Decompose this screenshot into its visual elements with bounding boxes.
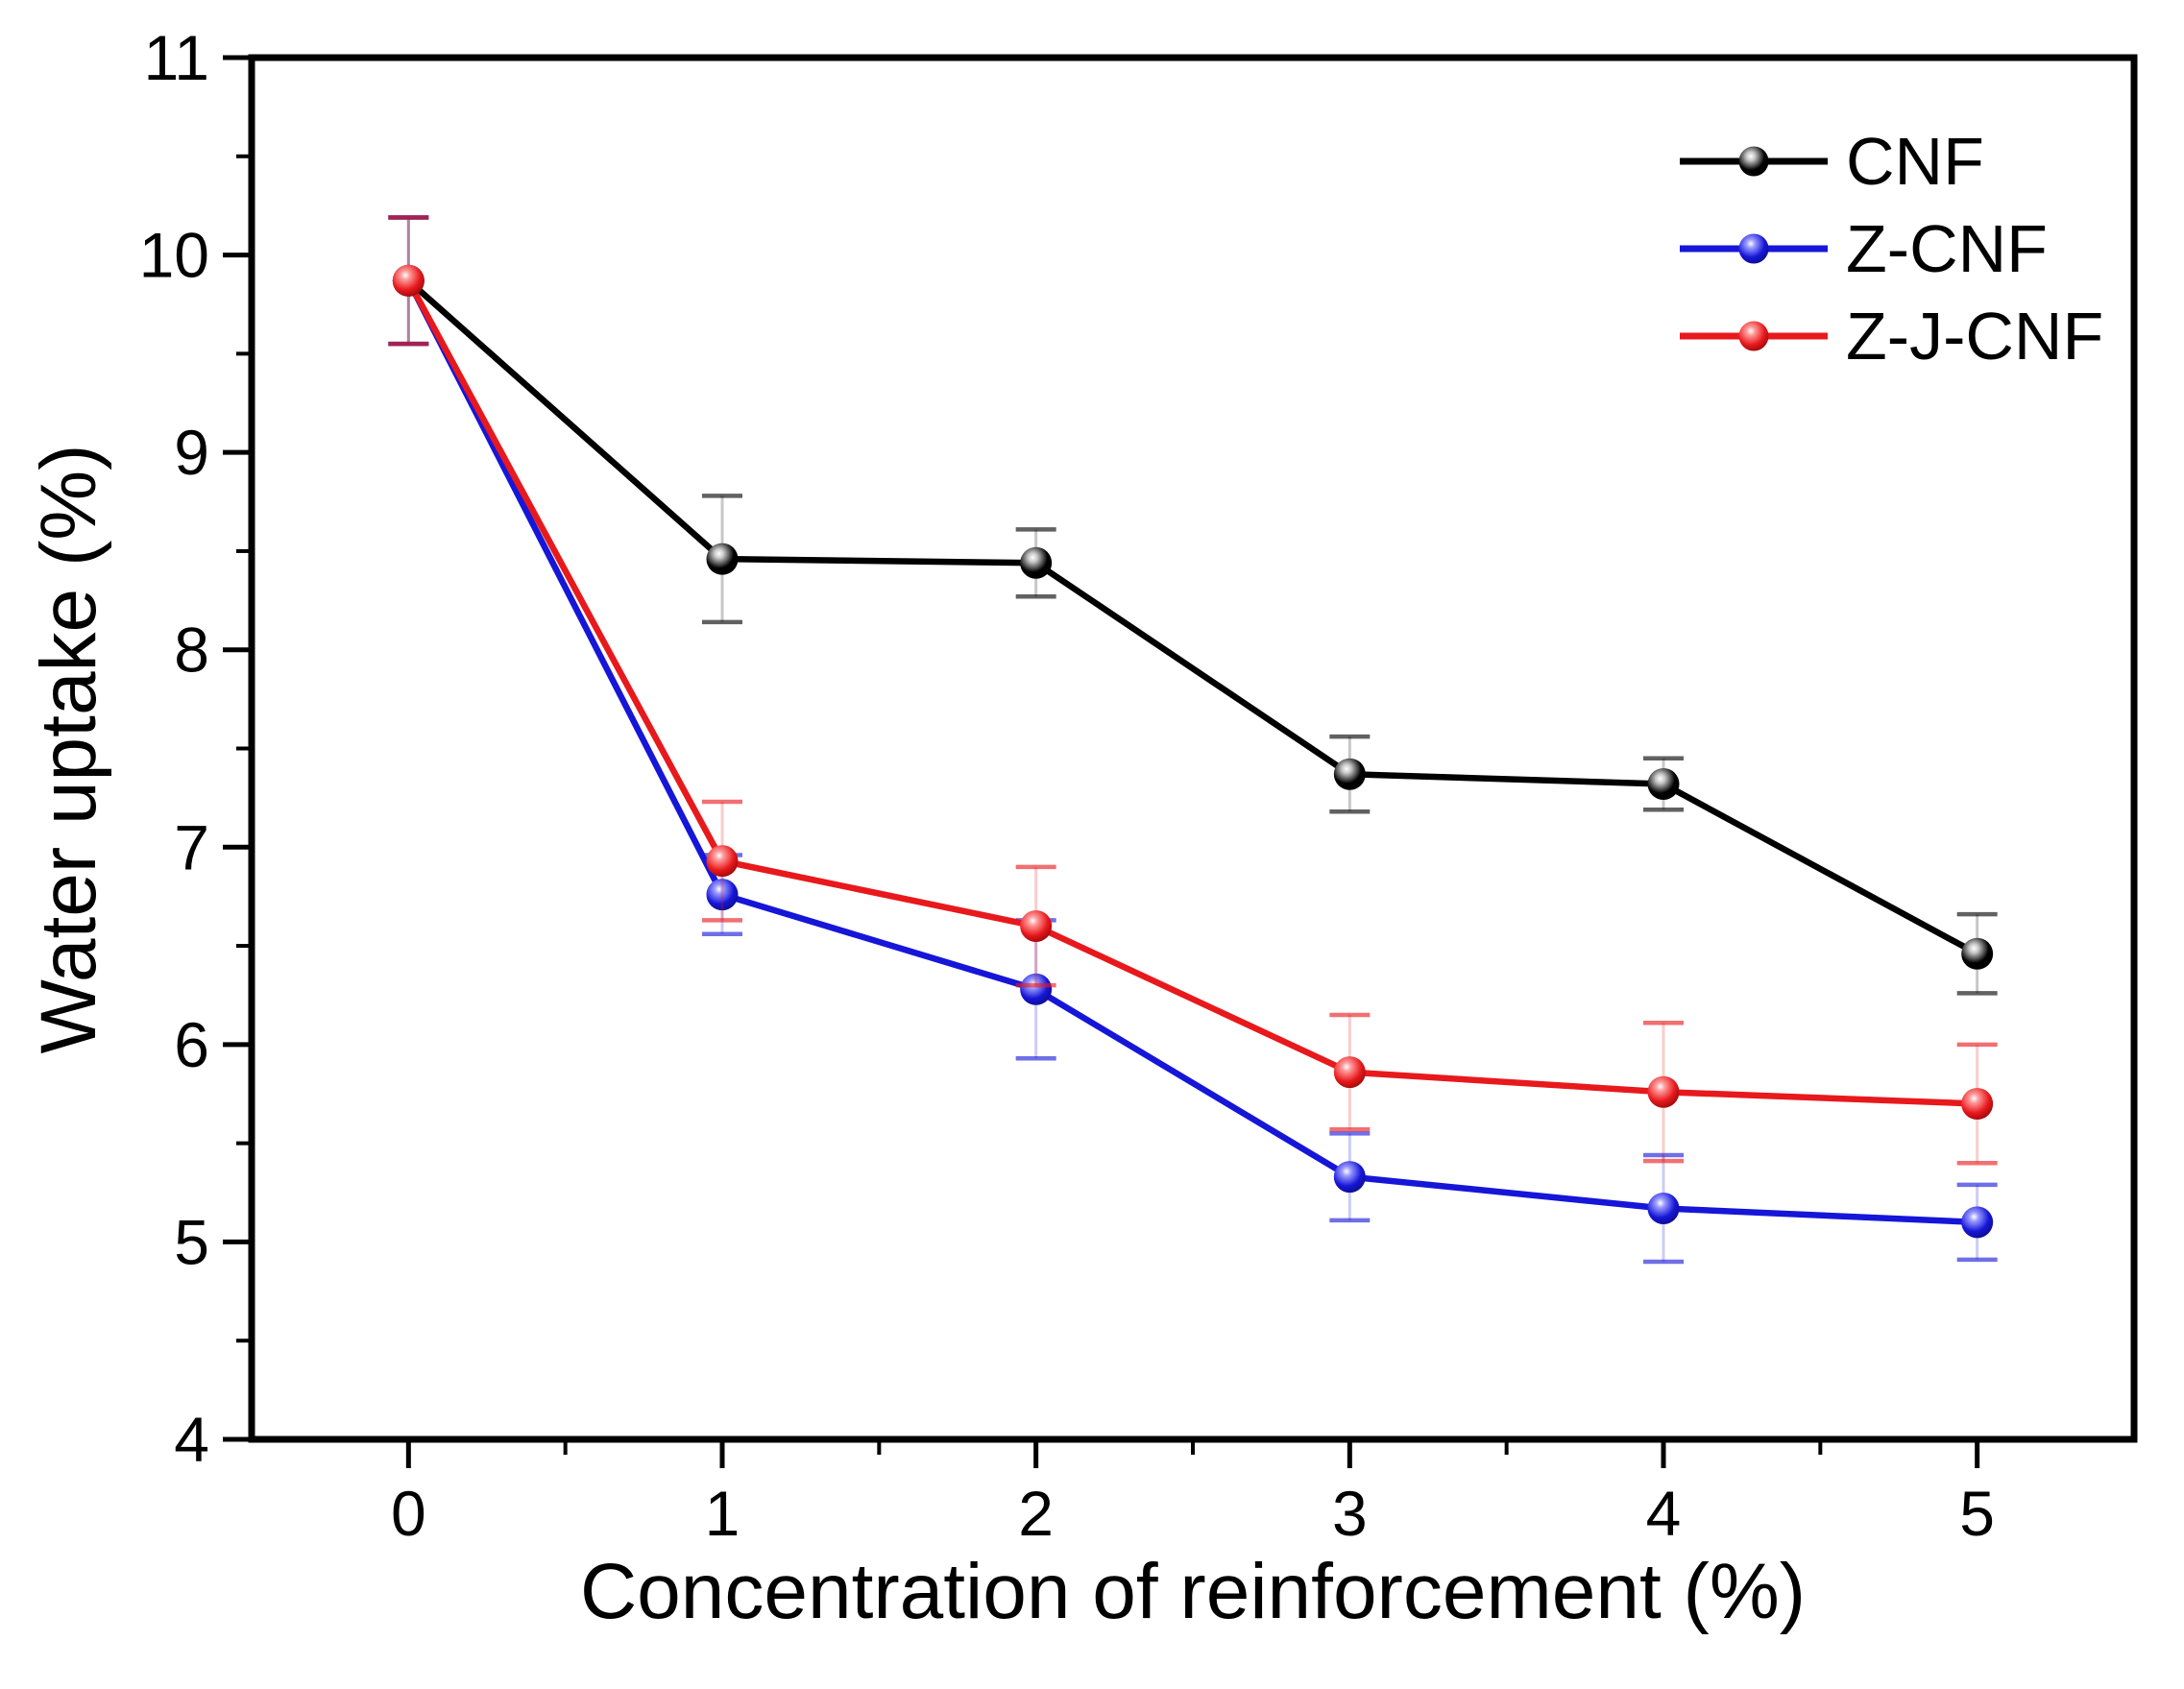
data-point-marker <box>1961 937 1994 970</box>
axis-ticks: 4 5 6 7 8 9 10 11 0 1 2 3 4 5 <box>139 22 1995 1549</box>
x-tick-label: 1 <box>705 1478 740 1549</box>
data-point-marker <box>392 264 425 297</box>
data-point-marker <box>1333 1161 1366 1194</box>
data-point-marker <box>1333 1056 1366 1089</box>
y-tick-label: 6 <box>174 1009 209 1080</box>
y-axis-title: Water uptake (%) <box>24 444 112 1054</box>
data-point-marker <box>1333 758 1366 790</box>
legend-label: Z-CNF <box>1846 211 2048 286</box>
legend: CNF Z-CNF Z-J-CNF <box>1680 124 2103 374</box>
y-tick-label: 9 <box>174 417 209 488</box>
series-CNF <box>388 215 1998 996</box>
x-tick-label: 5 <box>1959 1478 1995 1549</box>
x-tick-label: 4 <box>1646 1478 1682 1549</box>
data-point-marker <box>706 879 739 911</box>
legend-label: CNF <box>1846 124 1984 199</box>
data-point-marker <box>1961 1206 1994 1239</box>
y-tick-label: 11 <box>143 22 209 93</box>
x-axis-title: Concentration of reinforcement (%) <box>579 1548 1807 1635</box>
y-tick-label: 10 <box>139 220 209 291</box>
y-tick-label: 5 <box>174 1206 209 1277</box>
data-point-marker <box>1647 1075 1680 1108</box>
series-Z-CNF <box>388 215 1998 1265</box>
legend-marker-swatch <box>1738 233 1769 264</box>
data-point-marker <box>706 543 739 575</box>
legend-label: Z-J-CNF <box>1846 299 2103 374</box>
x-tick-label: 2 <box>1018 1478 1054 1549</box>
x-tick-label: 0 <box>391 1478 426 1549</box>
legend-marker-swatch <box>1738 321 1769 351</box>
data-point-marker <box>1020 910 1053 943</box>
series-Z-J-CNF <box>388 215 1998 1166</box>
data-point-marker <box>1020 546 1053 579</box>
series-line <box>405 277 1980 1107</box>
y-tick-label: 8 <box>174 615 209 686</box>
legend-item-CNF: CNF <box>1680 124 1984 199</box>
legend-item-Z-J-CNF: Z-J-CNF <box>1680 299 2103 374</box>
series-line <box>405 277 1980 1226</box>
legend-item-Z-CNF: Z-CNF <box>1680 211 2048 286</box>
y-tick-label: 4 <box>174 1404 209 1475</box>
y-tick-label: 7 <box>174 811 209 882</box>
legend-marker-swatch <box>1738 146 1769 177</box>
series-line <box>405 277 1980 957</box>
data-point-marker <box>1647 768 1680 801</box>
data-point-marker <box>706 845 739 878</box>
data-point-marker <box>1961 1088 1994 1121</box>
x-tick-label: 3 <box>1332 1478 1368 1549</box>
data-point-marker <box>1647 1192 1680 1224</box>
data-point-marker <box>1020 973 1053 1005</box>
